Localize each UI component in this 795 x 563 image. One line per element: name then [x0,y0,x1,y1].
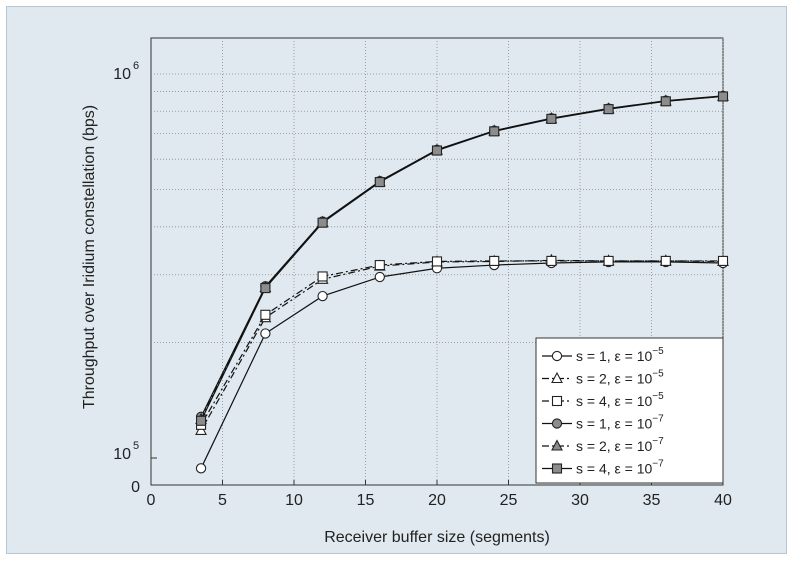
x-tick-label: 35 [643,492,661,509]
y-tick-exp-1e6: 6 [133,60,139,72]
legend-marker [551,418,563,429]
data-point [603,104,614,115]
series-line [200,95,724,422]
y-tick-label-zero: 0 [131,479,140,496]
legend: s = 1, ε = 10−5 s = 2, ε = 10−5 s = 4, ε =… [535,337,724,484]
legend-marker [551,350,563,362]
data-point [431,145,443,156]
x-tick-label: 0 [147,492,156,509]
data-point [431,256,443,267]
data-point [260,309,271,320]
x-tick-label: 15 [357,492,375,509]
figure-panel: 0 5 10 15 20 25 30 35 40 0 10 5 10 6 Receiver bu… [6,6,787,554]
x-axis: 0 5 10 15 20 25 30 35 40 [147,480,732,509]
legend-label: s = 1, ε = 10−5 [576,346,664,364]
series-6 [196,91,729,426]
legend-box [535,337,724,484]
x-tick-label: 30 [571,492,589,509]
legend-marker [551,439,563,451]
y-tick-label-1e5: 10 [113,446,131,463]
data-point [374,260,385,271]
x-tick-label: 20 [428,492,446,509]
data-point [660,96,671,107]
data-point [603,255,614,266]
legend-label: s = 1, ε = 10−7 [576,414,664,432]
data-point [260,328,271,339]
legend-marker [551,463,563,474]
data-point [489,126,500,137]
legend-label: s = 4, ε = 10−7 [576,459,664,477]
y-axis-label: Throughput over Iridium constellation (b… [81,105,98,409]
legend-marker [551,371,563,384]
data-point [317,217,328,228]
x-tick-label: 40 [714,492,732,509]
series-line [200,260,723,426]
data-point [546,113,557,124]
data-point [489,255,500,266]
data-point [546,255,557,266]
y-tick-label-1e6: 10 [113,66,131,83]
y-tick-exp-1e5: 5 [133,440,139,452]
legend-marker [551,395,563,407]
data-point [317,290,328,302]
y-axis: 0 10 5 10 6 [113,60,140,496]
data-point [260,283,271,294]
data-point [195,463,207,474]
data-point [374,271,385,283]
x-tick-label: 10 [285,492,303,509]
legend-label: s = 2, ε = 10−5 [576,369,664,387]
x-tick-label: 5 [218,492,227,509]
data-point [717,255,729,266]
series-group [195,89,729,474]
x-axis-label: Receiver buffer size (segments) [324,529,550,546]
throughput-chart: 0 5 10 15 20 25 30 35 40 0 10 5 10 6 Receiver bu… [81,37,732,546]
legend-label: s = 2, ε = 10−7 [576,436,664,454]
data-point [374,177,385,188]
data-point [196,415,207,426]
data-point [717,91,729,102]
series-line [200,261,724,469]
data-point [660,255,671,266]
x-tick-label: 25 [500,492,518,509]
legend-label: s = 4, ε = 10−5 [576,391,664,409]
data-point [317,271,328,282]
